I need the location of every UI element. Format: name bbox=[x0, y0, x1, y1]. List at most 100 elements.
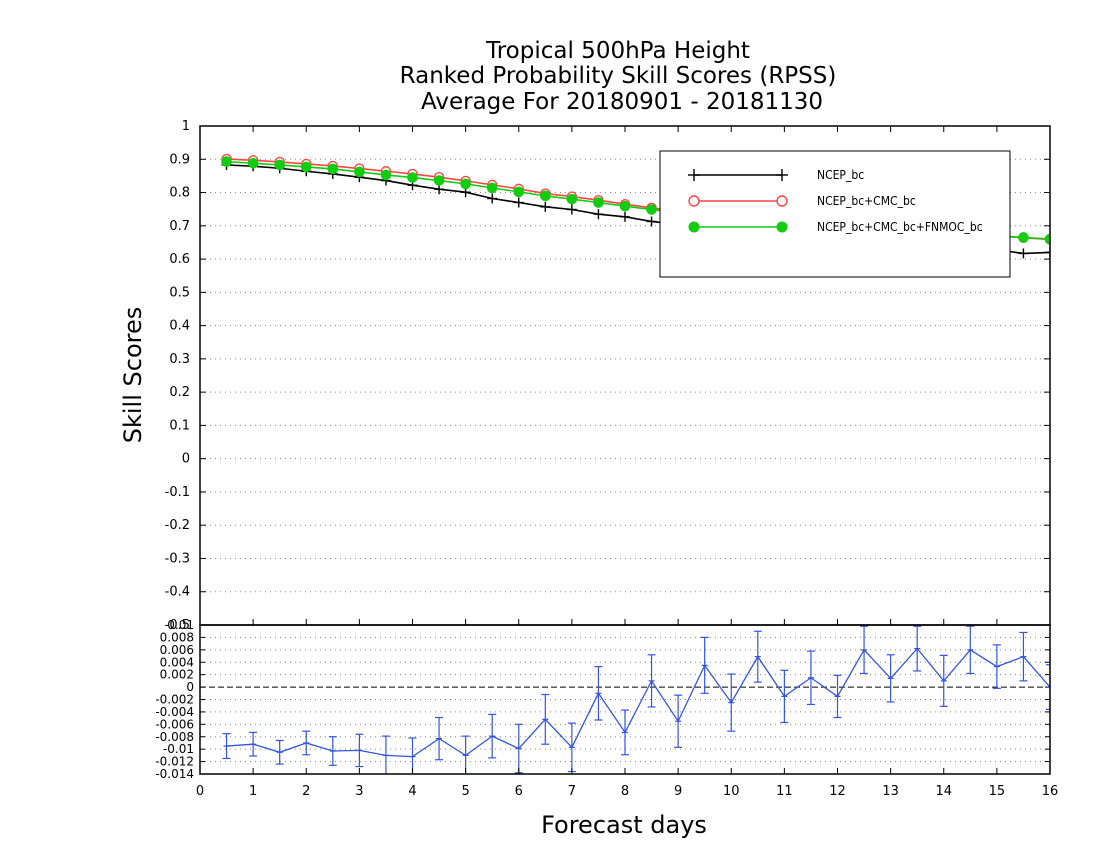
data-point bbox=[646, 204, 657, 215]
x-tick-labels: 0 1 2 3 4 5 6 7 8 9 10 11 12 13 14 15 16 bbox=[196, 126, 1058, 799]
y-tick-label: -0.4 bbox=[165, 585, 190, 600]
lower-y-tick-label: 0.01 bbox=[167, 618, 194, 632]
upper-grid bbox=[200, 125, 1050, 626]
data-point bbox=[566, 204, 577, 215]
lower-y-tick-label: -0.008 bbox=[155, 730, 194, 744]
y-tick-label: -0.1 bbox=[165, 485, 190, 500]
x-tick-label: 12 bbox=[829, 784, 846, 799]
x-tick-label: 13 bbox=[882, 784, 899, 799]
y-tick-label: -0.3 bbox=[165, 551, 190, 566]
error-bar bbox=[488, 713, 497, 759]
legend-entry: NCEP_bc+CMC_bc bbox=[688, 194, 916, 208]
x-tick-label: 10 bbox=[723, 784, 740, 799]
x-tick-label: 0 bbox=[196, 784, 204, 799]
legend-label: NCEP_bc+CMC_bc bbox=[817, 194, 916, 208]
y-tick-label: 0.4 bbox=[169, 319, 190, 334]
x-tick-label: 11 bbox=[776, 784, 793, 799]
data-point bbox=[434, 184, 445, 195]
error-bar bbox=[780, 669, 789, 724]
error-bar bbox=[275, 739, 284, 765]
error-bar bbox=[594, 665, 603, 721]
error-bar bbox=[249, 731, 258, 757]
y-tick-label: 0.9 bbox=[169, 152, 190, 167]
y-tick-label: 0.1 bbox=[169, 418, 190, 433]
x-axis-label: Forecast days bbox=[541, 811, 707, 839]
error-bar bbox=[435, 716, 444, 761]
data-point bbox=[300, 161, 312, 173]
x-tick-label: 15 bbox=[989, 784, 1006, 799]
x-tick-label: 5 bbox=[461, 784, 469, 799]
error-bar bbox=[621, 709, 629, 756]
lower-y-tick-label: -0.012 bbox=[155, 755, 194, 769]
lower-y-tick-label: 0.008 bbox=[160, 630, 194, 644]
difference-line bbox=[226, 647, 1050, 758]
legend: NCEP_bc NCEP_bc+CMC_bc NCEP_bc+CMC_bc+FNMO… bbox=[659, 150, 1011, 278]
upper-y-tick-labels: 1 0.9 0.8 0.7 0.6 0.5 0.4 0.3 0.2 0.1 0 -0.1 -0.2 -0.… bbox=[165, 119, 190, 633]
y-tick-label: 0.2 bbox=[169, 385, 190, 400]
lower-y-tick-label: -0.014 bbox=[155, 767, 194, 781]
error-bar bbox=[700, 636, 709, 694]
error-bar bbox=[302, 730, 311, 756]
y-tick-label: 0.3 bbox=[169, 352, 190, 367]
y-tick-label: 1 bbox=[182, 119, 190, 134]
error-bar bbox=[833, 674, 842, 719]
data-point bbox=[593, 197, 604, 208]
lower-y-tick-label: -0.01 bbox=[163, 742, 194, 756]
error-bar bbox=[1019, 631, 1028, 682]
data-point bbox=[487, 193, 498, 204]
data-point bbox=[513, 197, 524, 208]
title-line-3: Average For 20180901 - 20181130 bbox=[421, 89, 823, 115]
error-bar bbox=[381, 735, 390, 774]
error-bar bbox=[222, 733, 231, 760]
error-bar bbox=[541, 693, 550, 745]
error-bar bbox=[567, 722, 576, 773]
error-bar bbox=[355, 733, 364, 768]
legend-label: NCEP_bc+CMC_bc+FNMOC_bc bbox=[817, 220, 983, 234]
data-point bbox=[433, 175, 445, 186]
error-bar bbox=[328, 736, 337, 766]
data-point bbox=[221, 156, 232, 167]
data-point bbox=[1045, 247, 1050, 258]
y-tick-label: 0.7 bbox=[169, 219, 190, 234]
x-tick-label: 3 bbox=[355, 784, 363, 799]
lower-y-tick-label: 0 bbox=[186, 680, 194, 694]
error-bar bbox=[1046, 664, 1050, 711]
x-tick-label: 2 bbox=[302, 784, 310, 799]
error-bar bbox=[806, 650, 815, 706]
x-tick-label: 9 bbox=[674, 784, 682, 799]
x-tick-label: 8 bbox=[621, 784, 629, 799]
lower-y-tick-label: -0.002 bbox=[155, 693, 194, 707]
x-tick-label: 6 bbox=[515, 784, 523, 799]
title-line-2: Ranked Probability Skill Scores (RPSS) bbox=[400, 63, 837, 89]
legend-label: NCEP_bc bbox=[817, 168, 864, 182]
x-tick-label: 7 bbox=[568, 784, 576, 799]
error-bar bbox=[753, 630, 762, 683]
data-point bbox=[620, 211, 630, 222]
legend-box bbox=[659, 150, 1011, 278]
data-point bbox=[540, 190, 551, 202]
data-point bbox=[593, 209, 604, 220]
y-tick-label: -0.2 bbox=[165, 518, 190, 533]
data-point bbox=[513, 186, 525, 198]
error-bar bbox=[647, 654, 656, 708]
error-bar bbox=[939, 654, 948, 707]
data-point bbox=[540, 201, 551, 212]
x-tick-label: 1 bbox=[249, 784, 257, 799]
data-point bbox=[1018, 248, 1029, 259]
x-tick-label: 4 bbox=[408, 784, 416, 799]
error-bar bbox=[727, 673, 736, 732]
difference-series bbox=[222, 625, 1050, 774]
error-bar bbox=[992, 644, 1001, 689]
error-bar bbox=[514, 723, 523, 774]
y-tick-label: 0.5 bbox=[169, 285, 190, 300]
lower-y-tick-label: -0.004 bbox=[155, 705, 194, 719]
y-axis-label: Skill Scores bbox=[119, 307, 147, 444]
error-bar bbox=[913, 625, 922, 672]
lower-y-tick-label: 0.002 bbox=[160, 668, 194, 682]
data-point bbox=[407, 172, 418, 183]
lower-y-tick-labels: 0.010.0080.0060.0040.0020-0.002-0.004-0.… bbox=[155, 618, 194, 781]
data-point bbox=[566, 193, 578, 205]
lower-y-tick-label: 0.004 bbox=[160, 655, 194, 669]
data-point bbox=[646, 216, 657, 227]
data-point bbox=[247, 157, 259, 169]
